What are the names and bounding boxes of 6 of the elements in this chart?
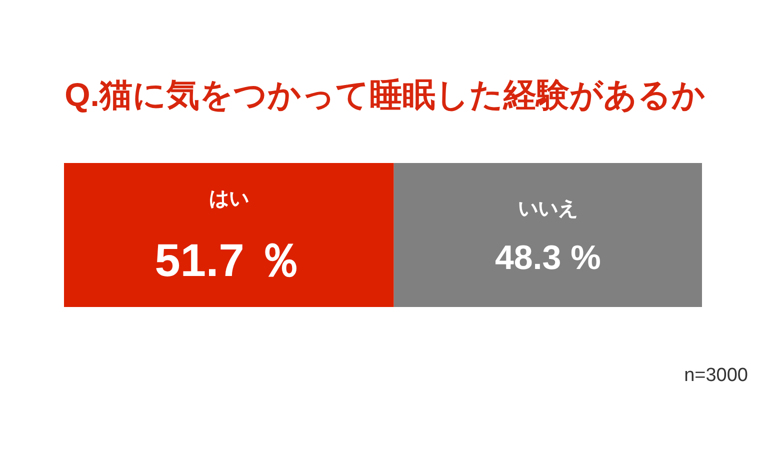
data-label: 51.7 ％ xyxy=(154,234,304,286)
text: n=3000 xyxy=(684,365,748,386)
series-label: はい xyxy=(208,188,249,210)
series-label: いいえ xyxy=(518,198,578,220)
data-label: 48.3 % xyxy=(494,239,601,277)
chart-title: Q.猫に気をつかって睡眠した経験があるか xyxy=(64,76,706,113)
